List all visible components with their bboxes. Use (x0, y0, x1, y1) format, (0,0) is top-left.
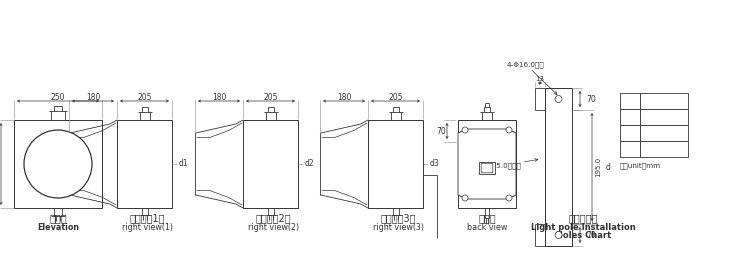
Text: back view: back view (466, 223, 507, 232)
Polygon shape (458, 129, 516, 199)
Text: Elevation: Elevation (37, 223, 79, 232)
Text: 240: 240 (657, 113, 672, 121)
Circle shape (555, 95, 562, 102)
Bar (620, 141, 640, 157)
Bar (640, 109, 688, 125)
Text: Holes Chart: Holes Chart (556, 231, 611, 240)
Text: d1: d1 (625, 113, 635, 121)
Bar (620, 125, 640, 141)
Text: 250: 250 (0, 157, 1, 171)
Bar (620, 109, 640, 125)
Text: 4-Φ16.0通孔: 4-Φ16.0通孔 (507, 61, 557, 95)
Text: 400: 400 (657, 128, 672, 137)
Bar (458, 120, 516, 208)
Circle shape (506, 195, 512, 201)
Text: d: d (628, 96, 632, 106)
Text: Light pole Installation: Light pole Installation (531, 223, 636, 232)
Text: right view(2): right view(2) (248, 223, 299, 232)
Text: 尺寸(size): 尺寸(size) (649, 96, 679, 106)
Text: 70: 70 (436, 126, 446, 136)
Text: 550: 550 (657, 144, 672, 154)
Bar (545, 88, 572, 246)
Text: 180: 180 (86, 92, 100, 102)
Text: 195.0: 195.0 (595, 157, 601, 177)
Bar (640, 141, 688, 157)
Text: d2: d2 (305, 159, 315, 169)
Bar (117, 120, 172, 208)
Text: 205: 205 (388, 92, 403, 102)
Circle shape (462, 195, 468, 201)
Circle shape (462, 127, 468, 133)
Bar (620, 93, 640, 109)
Text: 70: 70 (586, 95, 596, 103)
Text: 右视图（2）: 右视图（2） (255, 213, 291, 223)
Text: d: d (606, 162, 611, 172)
Text: 13: 13 (536, 76, 545, 82)
Text: 180: 180 (337, 92, 351, 102)
Bar (640, 93, 688, 109)
Text: right view(3): right view(3) (373, 223, 424, 232)
Bar (243, 120, 298, 208)
Bar (479, 162, 495, 174)
Text: 180: 180 (212, 92, 226, 102)
Bar (368, 120, 423, 208)
Bar (14, 120, 102, 208)
Text: d3: d3 (625, 144, 635, 154)
Text: right view(1): right view(1) (122, 223, 173, 232)
Circle shape (506, 127, 512, 133)
Text: 205: 205 (137, 92, 152, 102)
Text: d1: d1 (179, 159, 188, 169)
FancyBboxPatch shape (481, 163, 493, 173)
Text: 主视图: 主视图 (49, 213, 67, 223)
Bar (640, 125, 688, 141)
Text: 右视图（3）: 右视图（3） (381, 213, 416, 223)
Text: 右视图（1）: 右视图（1） (130, 213, 165, 223)
Text: d3: d3 (430, 159, 439, 169)
Text: 70: 70 (586, 230, 596, 240)
Text: 灯杆钒孔图: 灯杆钒孔图 (569, 213, 598, 223)
Circle shape (24, 130, 92, 198)
Circle shape (555, 232, 562, 239)
Text: Φ25.0单边孔: Φ25.0单边孔 (487, 159, 538, 169)
Text: 250: 250 (51, 92, 65, 102)
Text: d2: d2 (625, 128, 635, 137)
Text: 205: 205 (264, 92, 277, 102)
Text: 后视图: 后视图 (478, 213, 496, 223)
Text: 单位unit：mm: 单位unit：mm (620, 162, 661, 169)
